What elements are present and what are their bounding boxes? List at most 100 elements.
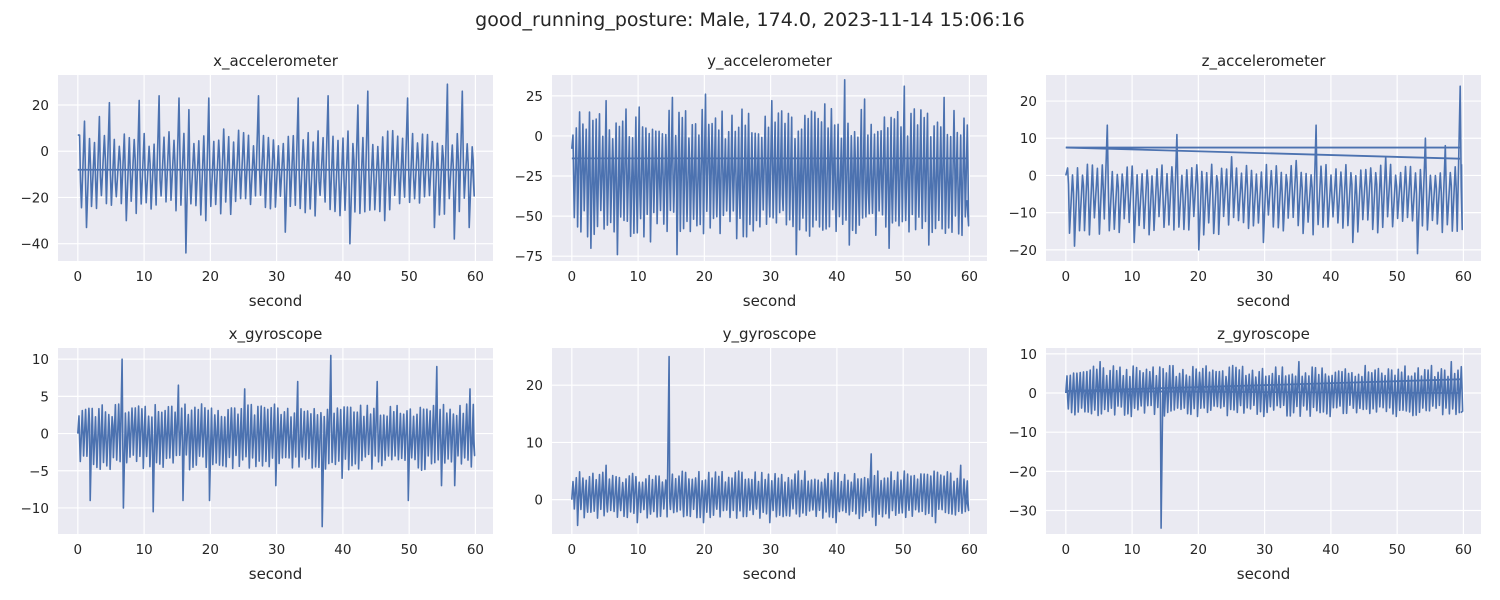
y-tick-label: 0: [40, 427, 49, 443]
x-tick-label: 0: [1062, 269, 1071, 285]
y-tick-label: −30: [1009, 504, 1038, 520]
y-tick-label: 0: [1028, 386, 1037, 402]
subplot-title: y_accelerometer: [707, 52, 833, 71]
series-group: [1065, 85, 1463, 255]
x-tick-label: 40: [1322, 269, 1339, 285]
x-tick-label: 0: [568, 269, 577, 285]
y-tick-label: 0: [534, 493, 543, 509]
subplot-z_accelerometer: 0 10 20 30 40 50 60 −20 −10 0 10 20 z_accelerometers…: [1009, 52, 1481, 310]
x-tick-label: 20: [696, 269, 713, 285]
x-tick-label: 20: [202, 542, 219, 558]
x-tick-label: 60: [467, 269, 484, 285]
x-tick-label: 40: [334, 542, 351, 558]
y-tick-label: −20: [1009, 464, 1038, 480]
x-tick-label: 30: [268, 542, 285, 558]
y-tick-label: 10: [1020, 131, 1037, 147]
y-tick-label: 5: [40, 389, 49, 405]
x-tick-label: 50: [1389, 269, 1406, 285]
x-tick-label: 50: [401, 269, 418, 285]
y-tick-label: 20: [1020, 94, 1037, 110]
series-group: [77, 83, 475, 254]
subplot-x_accelerometer: 0 10 20 30 40 50 60 −40 −20 0 20 x_accelerometersec…: [21, 52, 493, 310]
subplot-title: y_gyroscope: [723, 325, 817, 344]
x-tick-label: 40: [334, 269, 351, 285]
y-tick-label: −20: [21, 190, 50, 206]
subplot-title: z_accelerometer: [1202, 52, 1327, 71]
x-axis-label: second: [743, 292, 797, 310]
x-tick-label: 0: [74, 269, 83, 285]
x-tick-label: 10: [629, 542, 646, 558]
series-group: [571, 355, 970, 527]
x-axis-label: second: [743, 565, 797, 583]
x-axis-label: second: [1237, 565, 1291, 583]
subplot-title: z_gyroscope: [1217, 325, 1310, 344]
y-tick-label: −75: [515, 249, 544, 265]
x-tick-label: 30: [268, 269, 285, 285]
x-tick-label: 50: [1389, 542, 1406, 558]
x-tick-label: 30: [1256, 269, 1273, 285]
y-tick-label: −10: [21, 501, 50, 517]
y-tick-label: −50: [515, 209, 544, 225]
y-tick-label: 20: [32, 98, 49, 114]
x-tick-label: 0: [1062, 542, 1071, 558]
x-tick-label: 50: [895, 542, 912, 558]
x-tick-label: 60: [1455, 542, 1472, 558]
y-tick-label: 10: [526, 435, 543, 451]
x-tick-label: 30: [1256, 542, 1273, 558]
series-line: [1065, 85, 1463, 255]
x-tick-label: 10: [135, 269, 152, 285]
series-line: [77, 354, 476, 528]
x-tick-label: 40: [1322, 542, 1339, 558]
x-tick-label: 50: [401, 542, 418, 558]
y-tick-label: −40: [21, 237, 50, 253]
x-tick-label: 10: [1123, 269, 1140, 285]
y-tick-label: 0: [1028, 168, 1037, 184]
subplot-title: x_accelerometer: [213, 52, 339, 71]
x-tick-label: 10: [629, 269, 646, 285]
y-tick-label: 10: [32, 352, 49, 368]
series-trend-line: [1065, 378, 1461, 392]
x-tick-label: 50: [895, 269, 912, 285]
subplot-y_accelerometer: 0 10 20 30 40 50 60 −75 −50 −25 0 25 y_accelerometer…: [515, 52, 987, 310]
series-line: [77, 83, 475, 254]
series-group: [1065, 360, 1464, 529]
x-tick-label: 20: [1190, 542, 1207, 558]
y-tick-label: 0: [534, 129, 543, 145]
x-tick-label: 10: [1123, 542, 1140, 558]
y-tick-label: −10: [1009, 206, 1038, 222]
x-tick-label: 40: [828, 269, 845, 285]
y-tick-label: 20: [526, 378, 543, 394]
series-line: [571, 355, 970, 527]
x-tick-label: 30: [762, 269, 779, 285]
series-line: [1065, 360, 1464, 529]
x-tick-label: 60: [1455, 269, 1472, 285]
x-tick-label: 20: [1190, 269, 1207, 285]
y-tick-label: 25: [526, 89, 543, 105]
x-axis-label: second: [1237, 292, 1291, 310]
subplot-z_gyroscope: 0 10 20 30 40 50 60 −30 −20 −10 0 10 z_gyroscopeseco…: [1009, 325, 1481, 583]
subplot-title: x_gyroscope: [229, 325, 323, 344]
y-tick-label: 0: [40, 144, 49, 160]
series-group: [571, 79, 970, 256]
series-group: [77, 354, 476, 528]
figure-title: good_running_posture: Male, 174.0, 2023-…: [475, 9, 1025, 31]
x-tick-label: 40: [828, 542, 845, 558]
y-tick-label: −20: [1009, 243, 1038, 259]
x-tick-label: 60: [961, 542, 978, 558]
y-tick-label: −25: [515, 169, 544, 185]
x-tick-label: 20: [696, 542, 713, 558]
x-tick-label: 0: [74, 542, 83, 558]
series-trend-line: [1065, 390, 1461, 394]
x-tick-label: 60: [961, 269, 978, 285]
x-axis-label: second: [249, 565, 303, 583]
x-tick-label: 30: [762, 542, 779, 558]
x-tick-label: 20: [202, 269, 219, 285]
y-tick-label: 10: [1020, 347, 1037, 363]
series-trend-line: [1065, 146, 1461, 160]
y-tick-label: −5: [29, 464, 49, 480]
y-tick-label: −10: [1009, 425, 1038, 441]
